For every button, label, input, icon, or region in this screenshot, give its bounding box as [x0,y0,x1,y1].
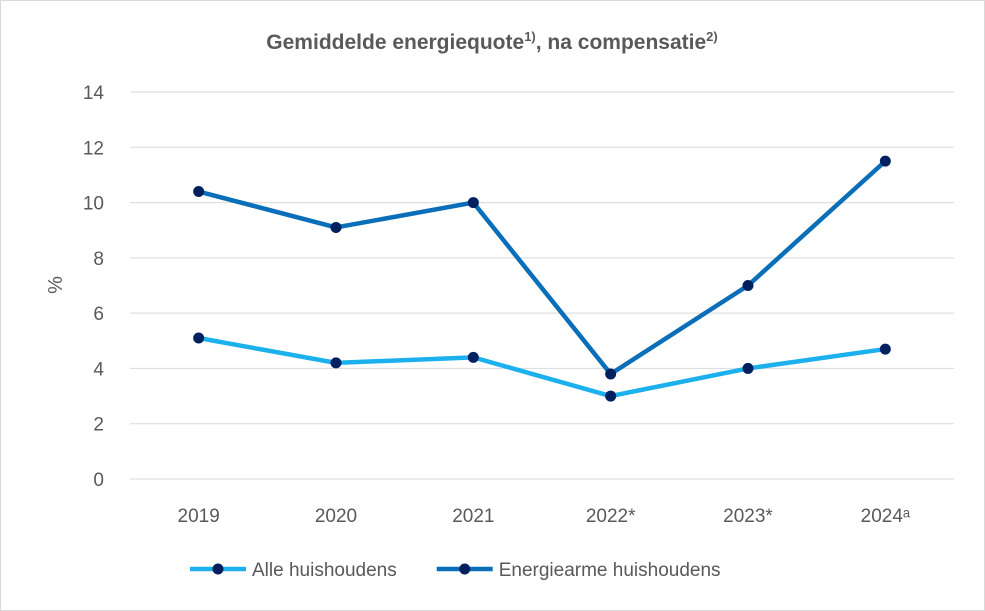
y-axis-ticks: 0 2 4 6 8 10 12 14 [83,83,105,491]
data-point [605,368,617,380]
legend-item-2: Energiearme huishoudens [436,560,721,581]
series-line [196,158,888,377]
data-point [467,197,479,209]
title-footnote-2: 2) [706,29,718,44]
y-tick-label: 8 [93,249,104,270]
data-point [193,332,205,344]
title-footnote-1: 1) [524,29,536,44]
x-tick-label: 2023* [723,506,773,527]
data-point [193,186,205,198]
data-point [742,362,754,374]
data-point [605,390,617,402]
x-tick-label: 2021 [452,506,494,527]
x-tick-label: 2019 [178,506,220,527]
x-axis-ticks: 2019 2020 2021 2022* 2023* 2024ᵃ [178,506,911,527]
x-tick-label: 2024ᵃ [861,506,911,527]
y-tick-label: 12 [83,138,104,159]
data-point [879,155,891,167]
y-tick-label: 0 [93,470,104,491]
legend-label: Alle huishoudens [252,560,397,581]
data-point [330,357,342,369]
chart-title: Gemiddelde energiequote1), na compensati… [266,29,717,54]
x-tick-label: 2022* [586,506,636,527]
series-1 [193,332,891,402]
x-tick-label: 2020 [315,506,357,527]
legend-swatch-marker [459,563,471,575]
data-point [879,343,891,355]
legend-item-1: Alle huishoudens [190,560,397,581]
data-point [467,351,479,363]
series-line [196,335,888,399]
legend-swatch-marker [212,563,224,575]
legend: Alle huishoudens Energiearme huishoudens [190,560,721,581]
series-lines [193,155,891,402]
y-tick-label: 4 [93,359,104,380]
series-2 [193,155,891,380]
title-subtitle: , na compensatie [536,31,706,54]
y-tick-label: 14 [83,83,105,104]
legend-label: Energiearme huishoudens [499,560,721,581]
data-point [330,221,342,233]
data-point [742,280,754,291]
y-tick-label: 2 [93,415,104,436]
y-tick-label: 10 [83,194,104,215]
gridlines [130,91,954,480]
y-axis-label: % [45,276,67,294]
y-tick-label: 6 [93,304,104,325]
